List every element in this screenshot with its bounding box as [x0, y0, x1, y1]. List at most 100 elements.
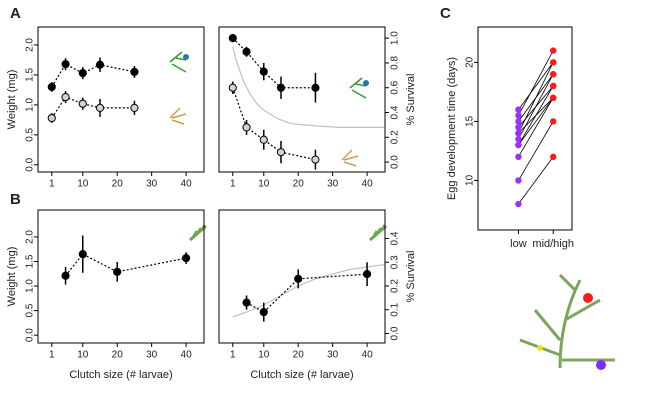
y-tick-label: 20	[465, 56, 476, 68]
data-point	[515, 177, 522, 184]
x-tick-label: 1	[230, 350, 236, 361]
x-tick-label: 1	[230, 179, 236, 190]
data-point	[515, 200, 522, 208]
y2-tick-label: 0.0	[390, 326, 401, 340]
x-axis-label: Clutch size (# larvae)	[69, 369, 172, 381]
x-tick-label: 30	[146, 179, 158, 190]
x-tick-label: 40	[181, 179, 193, 190]
x-tick-label: 20	[112, 350, 124, 361]
data-point	[311, 155, 320, 164]
data-point	[228, 34, 237, 43]
pair-line	[518, 97, 554, 146]
data-point	[276, 83, 286, 92]
data-point	[550, 71, 557, 78]
y2-tick-label: 0.6	[390, 80, 401, 94]
x-tick-label: 20	[293, 179, 305, 190]
plot-frame	[477, 26, 573, 231]
y2-tick-label: 0.0	[390, 155, 401, 169]
plant-icon	[169, 51, 615, 370]
y-tick-label: 1.0	[25, 279, 36, 293]
data-point	[181, 253, 191, 263]
x-tick-label: 20	[293, 350, 305, 361]
pair-line	[518, 74, 554, 140]
y-tick-label: 2.0	[25, 38, 36, 52]
y2-tick-label: 0.2	[390, 279, 401, 293]
panel-label: A	[10, 5, 21, 22]
y2-tick-label: 0.1	[390, 302, 401, 316]
y-tick-label: 0.5	[25, 303, 36, 317]
data-point	[550, 82, 557, 90]
data-point	[242, 123, 251, 132]
plot-frame	[37, 209, 205, 344]
data-point	[362, 270, 372, 279]
data-point	[61, 271, 70, 280]
data-point	[550, 153, 557, 161]
y-tick-label: 1.0	[25, 98, 36, 112]
x-tick-label: 10	[258, 350, 270, 361]
y-tick-label: 10	[465, 174, 476, 186]
data-point	[515, 118, 522, 125]
data-point	[242, 47, 251, 56]
data-point	[78, 69, 87, 78]
data-point	[228, 83, 237, 92]
data-point	[130, 67, 139, 77]
data-point	[311, 83, 320, 92]
pair-line	[518, 97, 554, 158]
x-tick-label: low	[510, 238, 527, 250]
series-line	[232, 37, 316, 89]
y2-tick-label: 0.2	[390, 130, 401, 144]
y-tick-label: 1.5	[25, 68, 36, 82]
pair-line	[518, 156, 554, 205]
x-tick-label: 40	[181, 350, 193, 361]
data-point	[259, 135, 268, 144]
data-point	[78, 99, 87, 108]
x-tick-label: 10	[77, 350, 89, 361]
y-tick-label: 1.5	[25, 254, 36, 268]
data-point	[515, 130, 522, 137]
x-tick-label: 40	[362, 179, 374, 190]
data-point	[113, 267, 122, 276]
x-axis-label: Clutch size (# larvae)	[250, 369, 353, 381]
pair-line	[518, 62, 554, 110]
y-tick-label: 0.0	[25, 328, 36, 342]
data-point	[259, 308, 268, 317]
x-tick-label: 1	[49, 350, 55, 361]
y-tick-label: 15	[465, 115, 476, 127]
fit-curve	[232, 46, 385, 128]
data-point	[95, 60, 105, 69]
data-point	[130, 103, 139, 112]
y-tick-label: 2.0	[25, 230, 36, 244]
data-point	[78, 250, 87, 259]
series-line	[246, 273, 368, 313]
y-tick-label: 0.0	[25, 157, 36, 171]
y2-tick-label: 0.8	[390, 56, 401, 70]
data-point	[95, 103, 105, 112]
data-point	[550, 94, 557, 102]
pair-line	[518, 121, 554, 181]
data-point	[515, 135, 522, 143]
x-tick-label: 30	[327, 350, 339, 361]
plot-frame	[218, 26, 386, 173]
x-tick-label: 20	[112, 179, 124, 190]
data-point	[61, 93, 70, 102]
plot-frame	[218, 209, 386, 344]
data-point	[515, 124, 522, 131]
x-tick-label: 30	[327, 179, 339, 190]
x-tick-label: 30	[146, 350, 158, 361]
y-axis-label: Egg development time (days)	[446, 57, 458, 200]
data-point	[515, 141, 522, 149]
panel-label: B	[10, 191, 21, 208]
y2-axis-label: % Survival	[405, 74, 417, 126]
y-axis-label: Weight (mg)	[6, 70, 18, 130]
x-tick-label: 40	[362, 350, 374, 361]
series-line	[232, 87, 316, 161]
data-point	[61, 60, 70, 69]
data-point	[515, 106, 522, 113]
data-point	[47, 113, 56, 123]
y2-tick-label: 0.4	[390, 105, 401, 119]
data-point	[550, 59, 557, 66]
pair-line	[518, 85, 554, 146]
data-point	[550, 118, 557, 125]
data-point	[276, 148, 286, 157]
